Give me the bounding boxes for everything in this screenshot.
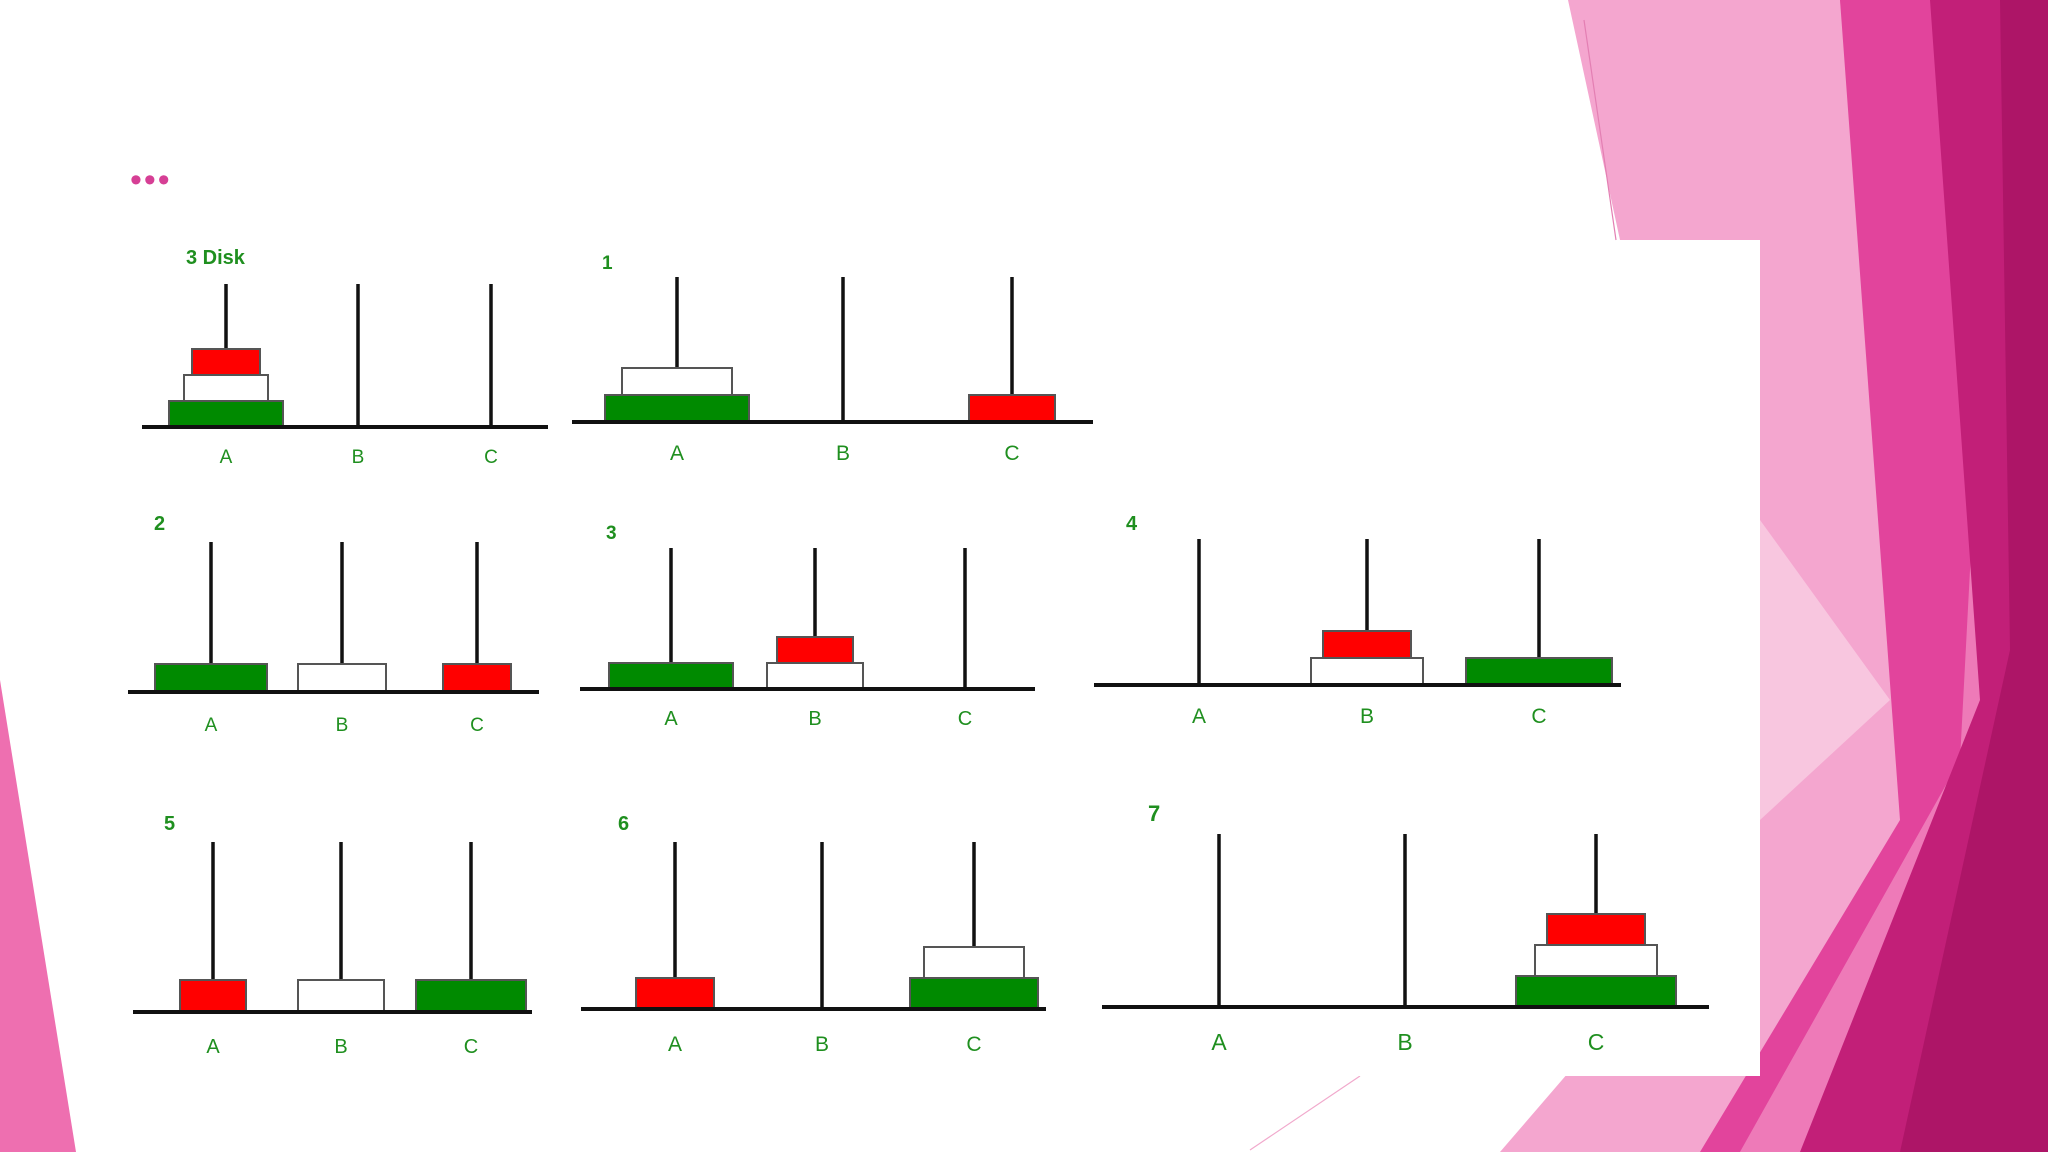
white-disk <box>183 374 269 402</box>
peg-label: A <box>1211 1029 1227 1055</box>
white-disk <box>297 663 387 693</box>
peg-label: A <box>668 1033 682 1056</box>
hanoi-panel: 3 A B C <box>580 523 1035 730</box>
hanoi-panel: 1 A B C <box>572 253 1093 465</box>
red-disk <box>968 394 1056 423</box>
red-disk <box>776 636 854 664</box>
peg-label: C <box>484 447 498 468</box>
panel-label: 1 <box>602 253 613 274</box>
green-disk <box>415 979 527 1013</box>
white-disk <box>297 979 385 1013</box>
white-disk <box>1534 944 1658 977</box>
panel-label: 7 <box>1148 801 1160 826</box>
red-disk <box>191 348 261 376</box>
hanoi-diagram: 3 Disk A B C 1 A B C 2 A B C 3 A B C 4 A B C 5 A B C 6 A B C 7 A B C <box>128 247 1709 1058</box>
panel-label: 4 <box>1126 513 1138 535</box>
red-disk <box>442 663 512 693</box>
thin-line-top <box>1583 19 1617 241</box>
panel-label: 6 <box>618 813 629 835</box>
white-disk <box>766 662 864 690</box>
green-disk <box>1515 975 1677 1008</box>
left-pink-shard <box>0 680 76 1152</box>
white-disk <box>1310 657 1424 686</box>
menu-dots: ••• <box>130 161 172 199</box>
white-disk <box>621 367 733 396</box>
peg-label: C <box>464 1036 478 1058</box>
peg-label: B <box>1397 1029 1412 1055</box>
green-disk <box>604 394 750 423</box>
peg-label: C <box>1531 705 1546 728</box>
peg-label: C <box>958 708 972 730</box>
green-disk <box>154 663 268 693</box>
panel-label: 2 <box>154 513 165 535</box>
hanoi-panel: 7 A B C <box>1102 801 1709 1055</box>
peg-label: C <box>470 715 484 736</box>
peg-label: A <box>205 715 218 736</box>
hanoi-panel: 3 Disk A B C <box>142 247 548 468</box>
red-disk <box>1322 630 1412 659</box>
peg-label: B <box>336 715 349 736</box>
hanoi-panel: 5 A B C <box>133 813 532 1058</box>
peg-label: B <box>334 1036 347 1058</box>
red-disk <box>635 977 715 1010</box>
right-pink-hot-shape <box>1700 0 2000 1152</box>
panel-label: 3 Disk <box>186 247 246 269</box>
red-disk <box>1546 913 1646 946</box>
hanoi-panel: 2 A B C <box>128 513 539 736</box>
hanoi-panel: 6 A B C <box>581 813 1046 1056</box>
peg-label: B <box>815 1033 829 1056</box>
right-magenta-dark-shape <box>1900 0 2048 1152</box>
peg-label: A <box>206 1036 220 1058</box>
peg-label: A <box>1192 705 1206 728</box>
peg-label: B <box>1360 705 1374 728</box>
thin-line-bottom <box>1249 1075 1361 1151</box>
right-pink-pale-shard <box>1760 520 1890 820</box>
panel-label: 3 <box>606 523 617 544</box>
peg-label: C <box>966 1033 981 1056</box>
panel-label: 5 <box>164 813 175 835</box>
peg-label: A <box>220 447 233 468</box>
peg-label: C <box>1004 442 1019 465</box>
red-disk <box>179 979 247 1013</box>
green-disk <box>168 400 284 428</box>
peg-label: C <box>1588 1029 1605 1055</box>
green-disk <box>608 662 734 690</box>
hanoi-panel: 4 A B C <box>1094 513 1621 728</box>
peg-label: B <box>808 708 821 730</box>
green-disk <box>1465 657 1613 686</box>
peg-label: A <box>670 442 684 465</box>
peg-label: A <box>664 708 678 730</box>
green-disk <box>909 977 1039 1010</box>
peg-label: B <box>352 447 365 468</box>
white-disk <box>923 946 1025 979</box>
peg-label: B <box>836 442 850 465</box>
